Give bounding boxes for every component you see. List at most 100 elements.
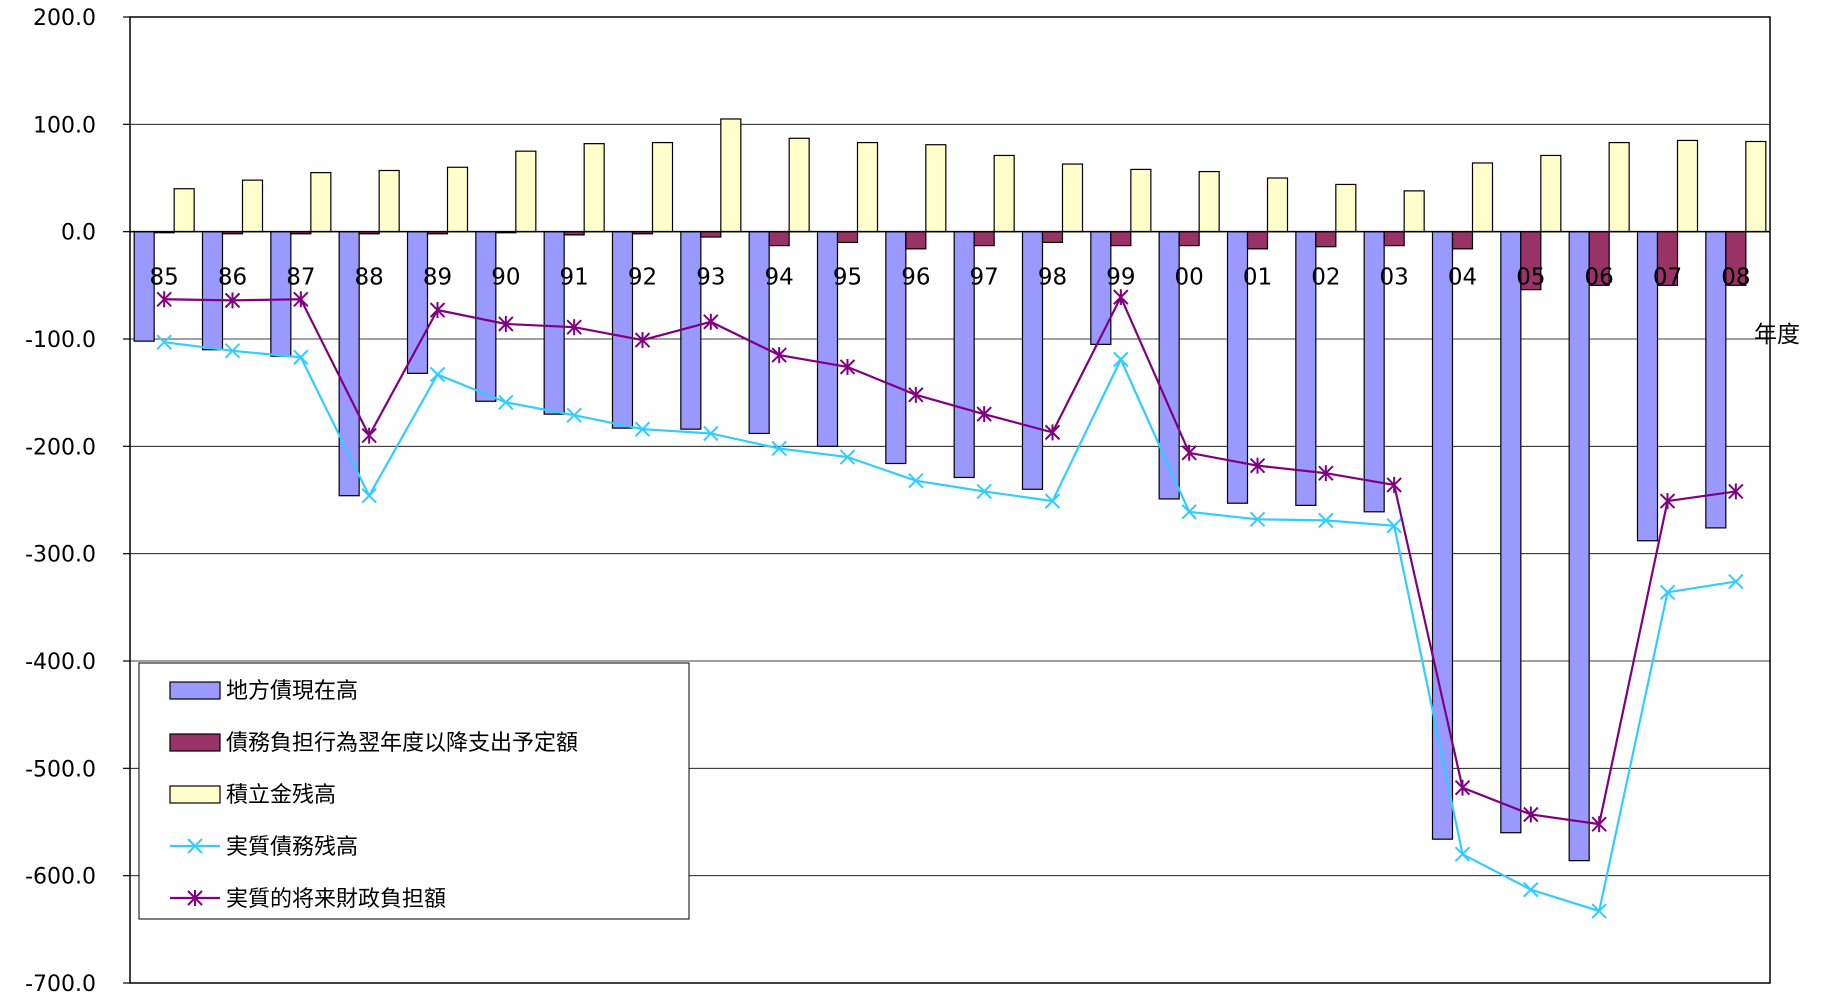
bar bbox=[680, 231, 702, 430]
data-point bbox=[634, 421, 651, 437]
data-point bbox=[1181, 504, 1197, 520]
bar bbox=[973, 231, 995, 247]
data-point bbox=[908, 472, 924, 489]
data-point bbox=[1044, 493, 1061, 509]
bar bbox=[1745, 140, 1767, 233]
data-point bbox=[1591, 903, 1607, 919]
data-point bbox=[566, 407, 582, 423]
data-point bbox=[908, 386, 924, 403]
data-point bbox=[224, 292, 241, 309]
marker-stroke bbox=[1659, 584, 1676, 601]
x-tick-label: 05 bbox=[1516, 265, 1545, 291]
x-tick-label: 02 bbox=[1311, 265, 1340, 291]
legend: 地方債現在高債務負担行為翌年度以降支出予定額積立金残高実質債務残高実質的将来財政… bbox=[138, 662, 690, 920]
bar bbox=[173, 188, 195, 233]
bar bbox=[611, 231, 634, 429]
data-point bbox=[1386, 476, 1402, 493]
bar bbox=[1383, 231, 1405, 247]
data-point bbox=[1659, 493, 1676, 510]
series-line bbox=[164, 294, 1736, 826]
y-tick-label: -500.0 bbox=[25, 757, 96, 782]
legend-swatch bbox=[169, 733, 221, 752]
legend-marker bbox=[187, 890, 203, 906]
data-point bbox=[839, 358, 856, 375]
bar bbox=[700, 231, 722, 238]
bar bbox=[241, 179, 264, 233]
x-tick-label: 91 bbox=[560, 265, 589, 291]
x-tick-label: 96 bbox=[901, 265, 930, 291]
data-point bbox=[293, 349, 309, 365]
data-point bbox=[429, 302, 446, 319]
data-point bbox=[498, 394, 514, 411]
x-axis-ticks: 85 86 87 88 89 90 91 92 93 94 95 96 97 98 99 00 01 02 03 04… bbox=[150, 265, 1751, 291]
x-tick-label: 90 bbox=[491, 265, 520, 291]
data-point bbox=[1181, 444, 1197, 461]
marker-stroke bbox=[156, 334, 172, 350]
bar bbox=[1676, 139, 1699, 233]
marker-stroke bbox=[1591, 903, 1607, 919]
data-point bbox=[156, 291, 172, 308]
data-point bbox=[1454, 846, 1471, 862]
data-point bbox=[771, 440, 787, 457]
bar bbox=[1198, 170, 1220, 233]
line-layer bbox=[156, 289, 1744, 919]
bar bbox=[270, 231, 292, 357]
legend-swatch bbox=[169, 681, 221, 700]
y-tick-label: 0.0 bbox=[61, 221, 96, 246]
marker-stroke bbox=[1454, 846, 1471, 862]
x-tick-label: 97 bbox=[970, 265, 999, 291]
data-point bbox=[1523, 881, 1539, 898]
data-point bbox=[634, 332, 651, 349]
x-tick-label: 89 bbox=[423, 265, 452, 291]
marker-stroke bbox=[703, 425, 719, 442]
bar bbox=[1315, 231, 1337, 248]
bar bbox=[925, 144, 947, 233]
marker-stroke bbox=[1044, 493, 1061, 509]
data-point bbox=[566, 319, 582, 336]
bar bbox=[748, 231, 770, 435]
data-point bbox=[1318, 512, 1334, 529]
x-tick-label: 92 bbox=[628, 265, 657, 291]
marker-stroke bbox=[1728, 573, 1744, 590]
bar bbox=[1110, 231, 1132, 247]
marker-stroke bbox=[1113, 351, 1129, 368]
x-tick-label: 01 bbox=[1243, 265, 1272, 291]
data-point bbox=[1249, 511, 1266, 528]
bar bbox=[1403, 190, 1425, 233]
bar bbox=[515, 150, 537, 233]
bar bbox=[475, 231, 497, 402]
bar bbox=[1246, 231, 1269, 250]
y-axis-ticks: 200.0 100.0 0.0 -100.0 -200.0 -300.0 -400.0 -50… bbox=[25, 6, 130, 997]
series-line bbox=[164, 341, 1737, 913]
bar bbox=[768, 231, 790, 247]
bar bbox=[201, 231, 224, 351]
bar bbox=[1568, 231, 1590, 862]
x-tick-label: 86 bbox=[218, 265, 247, 291]
data-point bbox=[1591, 816, 1607, 833]
x-tick-label: 95 bbox=[833, 265, 862, 291]
bar bbox=[446, 166, 469, 233]
data-point bbox=[1523, 806, 1539, 823]
bar bbox=[1130, 168, 1152, 233]
bar bbox=[720, 118, 742, 233]
plot-area bbox=[129, 16, 1771, 984]
marker-stroke bbox=[1249, 511, 1266, 528]
legend-marker bbox=[187, 838, 203, 854]
bar bbox=[1540, 154, 1562, 233]
y-tick-label: 200.0 bbox=[33, 6, 96, 31]
data-point bbox=[1044, 424, 1061, 441]
bar bbox=[583, 143, 605, 233]
x-tick-label: 93 bbox=[696, 265, 725, 291]
legend-label: 実質的将来財政負担額 bbox=[226, 887, 446, 912]
y-tick-label: -200.0 bbox=[25, 435, 96, 460]
bar bbox=[905, 231, 927, 250]
x-tick-label: 03 bbox=[1380, 265, 1409, 291]
marker-stroke bbox=[1523, 881, 1539, 898]
data-point bbox=[1659, 584, 1676, 601]
legend-swatch bbox=[169, 785, 221, 804]
marker-stroke bbox=[908, 472, 924, 489]
data-point bbox=[1318, 465, 1334, 482]
x-tick-label: 94 bbox=[765, 265, 794, 291]
